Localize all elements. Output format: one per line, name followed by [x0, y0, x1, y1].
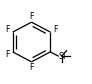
- Text: F: F: [5, 50, 10, 59]
- Text: F: F: [29, 12, 34, 21]
- Text: F: F: [5, 25, 10, 34]
- Text: F: F: [29, 63, 34, 72]
- Text: F: F: [53, 25, 58, 34]
- Text: Si: Si: [59, 52, 66, 61]
